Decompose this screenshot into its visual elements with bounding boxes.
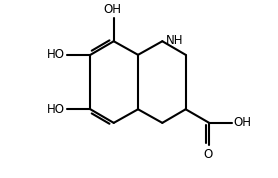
Text: OH: OH	[104, 3, 122, 16]
Text: HO: HO	[47, 103, 65, 116]
Text: NH: NH	[166, 34, 184, 47]
Text: OH: OH	[234, 116, 252, 129]
Text: HO: HO	[47, 48, 65, 61]
Text: O: O	[203, 148, 213, 161]
